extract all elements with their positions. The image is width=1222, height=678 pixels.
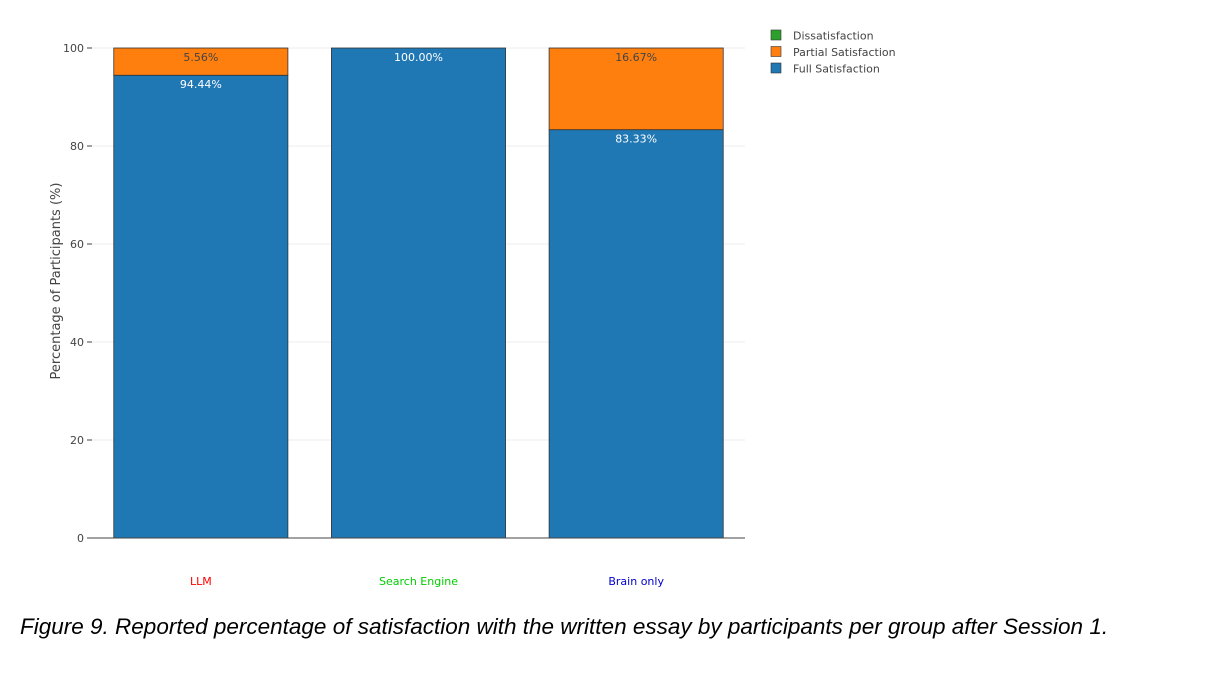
y-tick-label: 40	[70, 336, 84, 349]
data-label: 5.56%	[183, 51, 218, 64]
y-tick-label: 0	[77, 532, 84, 545]
x-tick-label: Search Engine	[379, 575, 458, 588]
axes: 0 20 40 60 80 100 LLM Search Engine Brain only	[63, 42, 745, 588]
data-label: 94.44%	[180, 78, 222, 91]
bar-segment	[548, 129, 724, 539]
y-axis-title: Percentage of Participants (%)	[49, 183, 64, 380]
y-tick-label: 60	[70, 238, 84, 251]
y-tick-label: 100	[63, 42, 84, 55]
legend-swatch	[770, 62, 782, 74]
data-label: 83.33%	[615, 133, 657, 146]
x-tick-label: Brain only	[608, 575, 664, 588]
bar-segment	[331, 47, 506, 539]
legend-entry: Full Satisfaction	[793, 63, 880, 76]
bar-segment	[548, 47, 724, 131]
figure-caption: Figure 9. Reported percentage of satisfa…	[20, 614, 1109, 639]
y-tick-label: 20	[70, 434, 84, 447]
bar-segment	[113, 47, 289, 76]
satisfaction-chart: 94.44% 5.56% 100.00% 83.33% 16.67% 0 20 40 60 80…	[49, 29, 896, 589]
x-tick-label: LLM	[190, 575, 212, 588]
data-label: 100.00%	[394, 51, 443, 64]
legend-entry: Partial Satisfaction	[793, 46, 896, 59]
legend: Dissatisfaction Partial Satisfaction Full …	[770, 29, 896, 76]
y-tick-label: 80	[70, 140, 84, 153]
legend-swatch	[770, 46, 782, 57]
data-label: 16.67%	[615, 51, 657, 64]
legend-swatch	[770, 29, 782, 41]
legend-entry: Dissatisfaction	[793, 30, 874, 43]
bar-segment	[113, 74, 289, 539]
bars: 94.44% 5.56% 100.00% 83.33% 16.67%	[113, 47, 724, 539]
